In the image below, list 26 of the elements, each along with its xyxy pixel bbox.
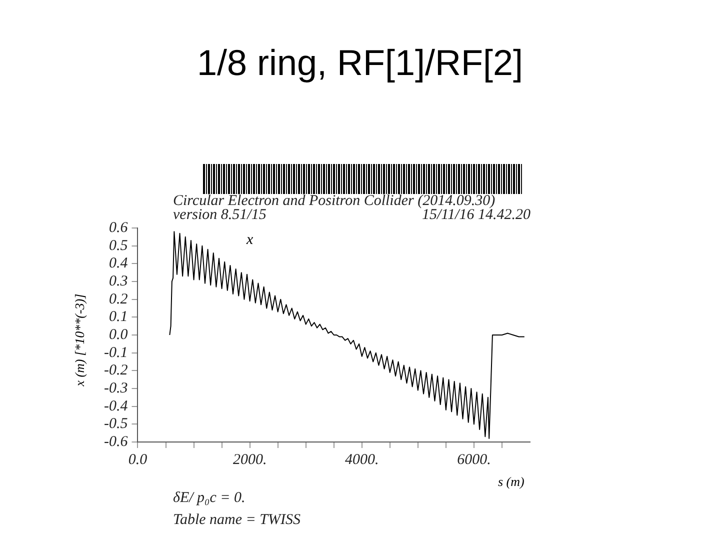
text: version 8.51/15 xyxy=(173,207,266,224)
text: Circular Electron and Positron Collider (2014.09.30) xyxy=(173,193,496,209)
y-tick-label: 0.5 xyxy=(108,238,128,254)
y-tick-label: -0.4 xyxy=(104,398,128,414)
text: 15/11/16 14.42.20 xyxy=(422,207,530,224)
y-tick-label: 0.1 xyxy=(108,309,128,326)
series-label: x xyxy=(245,232,254,248)
y-tick-label: -0.3 xyxy=(104,380,128,396)
x-tick-label: 4000. xyxy=(345,452,379,468)
y-axis-title: x (m) [*10**(-3)] xyxy=(72,294,88,386)
x-tick-label: 6000. xyxy=(457,452,491,468)
chart-title: 1/8 ring, RF[1]/RF[2] xyxy=(196,42,524,84)
y-tick-label: 0.3 xyxy=(108,273,128,290)
y-tick-label: 0.4 xyxy=(108,256,128,272)
y-tick-label: 0.0 xyxy=(108,326,128,343)
y-tick-label: -0.6 xyxy=(104,434,128,450)
y-tick-label: -0.1 xyxy=(104,344,128,361)
y-tick-label: 0.2 xyxy=(108,291,128,308)
y-tick-label: 0.6 xyxy=(108,220,128,236)
x-tick-label: 2000. xyxy=(232,452,267,468)
y-tick-label: -0.5 xyxy=(104,416,128,432)
text: Table name = TWISS xyxy=(173,512,300,529)
x-axis-title: s (m) xyxy=(498,474,524,490)
text: δE/ p₀c = 0. xyxy=(173,490,246,507)
y-tick-label: -0.2 xyxy=(104,362,128,379)
x-tick-label: 0.0 xyxy=(128,452,148,468)
